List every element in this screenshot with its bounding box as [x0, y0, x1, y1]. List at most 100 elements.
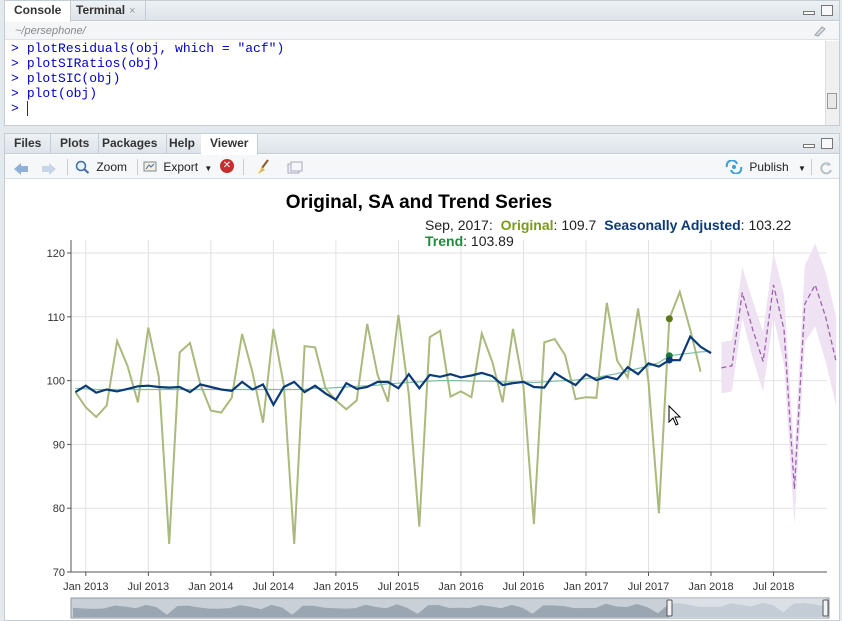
- forecast-interval-band: [721, 243, 837, 525]
- console-scrollbar[interactable]: [825, 41, 839, 125]
- marker-original: [665, 315, 673, 323]
- console-line: > plotResiduals(obj, which = "acf"): [11, 41, 285, 56]
- toolbar-separator: [243, 159, 244, 175]
- zoom-label: Zoom: [96, 160, 128, 174]
- zoom-button[interactable]: Zoom: [75, 158, 127, 176]
- chevron-down-icon: ▼: [798, 164, 806, 173]
- x-tick-label: Jul 2018: [753, 581, 795, 593]
- series-trend-line: [75, 350, 712, 391]
- y-tick-label: 70: [53, 567, 65, 579]
- working-directory[interactable]: ~/persephone/: [15, 25, 86, 37]
- back-arrow-icon[interactable]: [13, 160, 29, 178]
- tab-terminal[interactable]: Terminal ×: [67, 1, 146, 21]
- tab-plots[interactable]: Plots: [51, 134, 100, 154]
- export-icon: [143, 161, 157, 172]
- x-tick-label: Jan 2015: [313, 581, 358, 593]
- magnifier-icon: [75, 160, 90, 174]
- range-selector-window[interactable]: [669, 598, 827, 618]
- toolbar-separator: [67, 159, 68, 175]
- legend-original-label: Original: [501, 217, 554, 233]
- mouse-cursor: [668, 404, 682, 426]
- x-tick-label: Jul 2017: [628, 581, 670, 593]
- tab-plots-label: Plots: [60, 136, 90, 150]
- chevron-down-icon: ▼: [204, 164, 213, 173]
- tab-help[interactable]: Help: [160, 134, 206, 154]
- x-tick-label: Jul 2014: [253, 581, 295, 593]
- chart-title: Original, SA and Trend Series: [286, 192, 552, 213]
- hover-legend: Sep, 2017: Original: 109.7 Seasonally Ad…: [425, 217, 791, 249]
- y-tick-label: 100: [47, 376, 65, 388]
- viewer-toolbar: Zoom Export ▼ ✕ Publish ▼: [5, 155, 839, 179]
- publish-icon: [725, 159, 743, 175]
- remove-viewer-button[interactable]: ✕: [220, 159, 234, 173]
- x-tick-label: Jan 2016: [438, 581, 483, 593]
- x-tick-label: Jul 2015: [378, 581, 420, 593]
- viewer-pane: Files Plots Packages Help Viewer Zoom Ex…: [4, 133, 840, 621]
- tab-packages[interactable]: Packages: [93, 134, 168, 154]
- y-tick-label: 120: [47, 248, 65, 260]
- range-handle-right[interactable]: [822, 599, 829, 617]
- export-label: Export: [163, 160, 199, 174]
- export-button[interactable]: Export ▼: [143, 158, 212, 176]
- legend-original-value: 109.7: [561, 217, 596, 233]
- y-tick-label: 80: [53, 503, 65, 515]
- x-tick-label: Jan 2018: [688, 581, 733, 593]
- x-tick-label: Jan 2017: [563, 581, 608, 593]
- maximize-pane-button[interactable]: [821, 138, 833, 149]
- maximize-pane-button[interactable]: [821, 5, 833, 16]
- series-sa-line: [74, 334, 712, 408]
- viewer-tabbar: Files Plots Packages Help Viewer: [5, 134, 839, 155]
- range-selector-minimap: [73, 602, 825, 617]
- console-pane: Console Terminal × ~/persephone/ > plotRes…: [4, 0, 840, 126]
- tab-files[interactable]: Files: [5, 134, 52, 154]
- forward-arrow-icon[interactable]: [41, 160, 57, 178]
- toolbar-separator: [811, 159, 812, 175]
- console-line: > plotSIC(obj): [11, 71, 121, 86]
- grid: [71, 240, 827, 572]
- range-handle-left[interactable]: [666, 599, 673, 617]
- close-icon[interactable]: ×: [129, 5, 136, 17]
- minimize-pane-button[interactable]: [803, 144, 815, 148]
- legend-line-2: Trend: 103.89: [425, 233, 514, 249]
- x-tick-label: Jan 2013: [63, 581, 108, 593]
- forecast-line: [721, 283, 837, 490]
- tab-files-label: Files: [14, 136, 42, 150]
- toolbar-separator: [137, 159, 138, 175]
- tab-help-label: Help: [169, 136, 196, 150]
- tab-terminal-label: Terminal: [76, 3, 126, 17]
- publish-label: Publish: [749, 160, 789, 174]
- scrollbar-thumb[interactable]: [827, 93, 837, 109]
- x-tick-label: Jul 2013: [128, 581, 170, 593]
- minimize-pane-button[interactable]: [803, 11, 815, 15]
- tab-packages-label: Packages: [102, 136, 158, 150]
- x-axis: Jan 2013 Jul 2013 Jan 2014 Jul 2014 Jan 2015…: [63, 571, 827, 593]
- x-tick-label: Jan 2014: [188, 581, 233, 593]
- x-tick-label: Jul 2016: [503, 581, 545, 593]
- tab-console-label: Console: [14, 3, 62, 17]
- series-original-line: [74, 288, 702, 544]
- refresh-icon[interactable]: [819, 159, 833, 177]
- legend-line-1: Sep, 2017: Original: 109.7 Seasonally Ad…: [425, 217, 791, 233]
- broom-clear-icon[interactable]: [813, 24, 827, 37]
- y-axis: 70 80 90 100 110 120: [47, 240, 72, 579]
- dygraph-plot[interactable]: Original, SA and Trend Series 70 80 90 100 1…: [5, 180, 839, 620]
- tab-viewer-label: Viewer: [210, 136, 249, 150]
- legend-sa-label: Seasonally Adjusted: [604, 217, 740, 233]
- popout-window-icon[interactable]: [287, 159, 303, 177]
- console-output[interactable]: > plotResiduals(obj, which = "acf") > plot…: [5, 41, 825, 125]
- broom-clear-icon[interactable]: [255, 158, 271, 176]
- tab-console[interactable]: Console: [5, 1, 72, 22]
- console-tabbar: Console Terminal ×: [5, 1, 839, 22]
- legend-trend-value: 103.89: [471, 233, 514, 249]
- tab-viewer[interactable]: Viewer: [201, 134, 259, 155]
- legend-date: Sep, 2017:: [425, 217, 493, 233]
- highlight-markers: [665, 315, 673, 364]
- console-input-line[interactable]: >: [5, 101, 825, 116]
- legend-sa-value: 103.22: [748, 217, 791, 233]
- legend-trend-label: Trend: [425, 233, 463, 249]
- publish-button[interactable]: Publish ▼: [725, 158, 806, 176]
- range-selector[interactable]: [70, 597, 830, 619]
- y-tick-label: 90: [53, 439, 65, 451]
- y-tick-label: 110: [47, 312, 65, 324]
- console-path-bar: ~/persephone/: [5, 22, 839, 40]
